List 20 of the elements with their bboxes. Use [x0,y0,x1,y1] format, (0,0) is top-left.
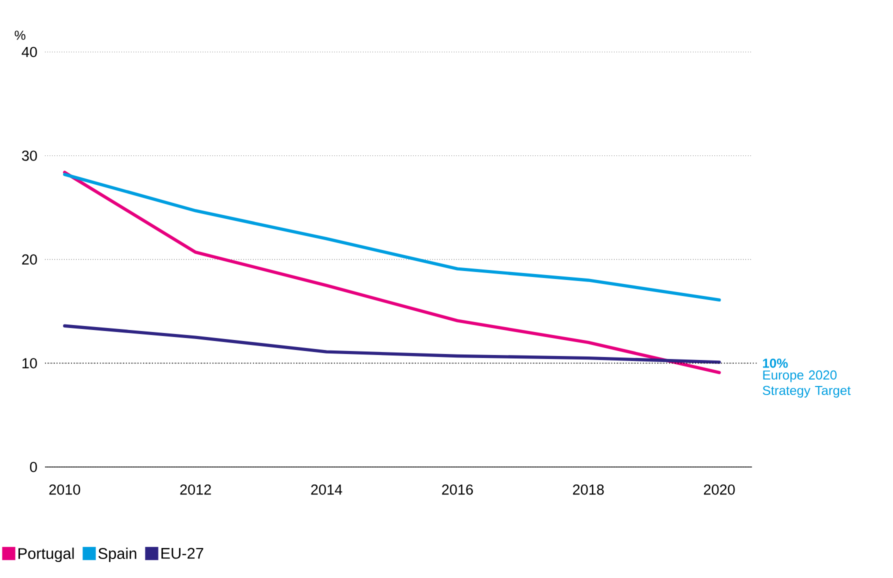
y-tick-label: 0 [30,462,37,472]
x-tick-label: 2010 [49,484,80,495]
legend-label: Portugal [18,548,74,562]
line-series [63,324,721,364]
x-tick-label: 2016 [442,484,473,495]
x-tick-label: 2020 [704,484,735,495]
line-series [63,172,721,302]
legend-label: Spain [98,548,136,562]
x-tick-label: 2014 [311,484,342,495]
y-axis-title: % [14,30,26,40]
x-tick-label: 2012 [180,484,211,495]
line-series [63,170,721,374]
x-tick-label: 2018 [573,484,604,495]
text: 10% [763,358,788,368]
legend-label: EU-27 [161,548,204,559]
y-tick-label: 10 [22,358,37,368]
y-tick-label: 30 [22,150,37,161]
ref-line-label: Europe 2020 Strategy Target [762,370,851,398]
y-tick-label: 40 [22,46,37,58]
y-tick-label: 20 [22,254,37,265]
